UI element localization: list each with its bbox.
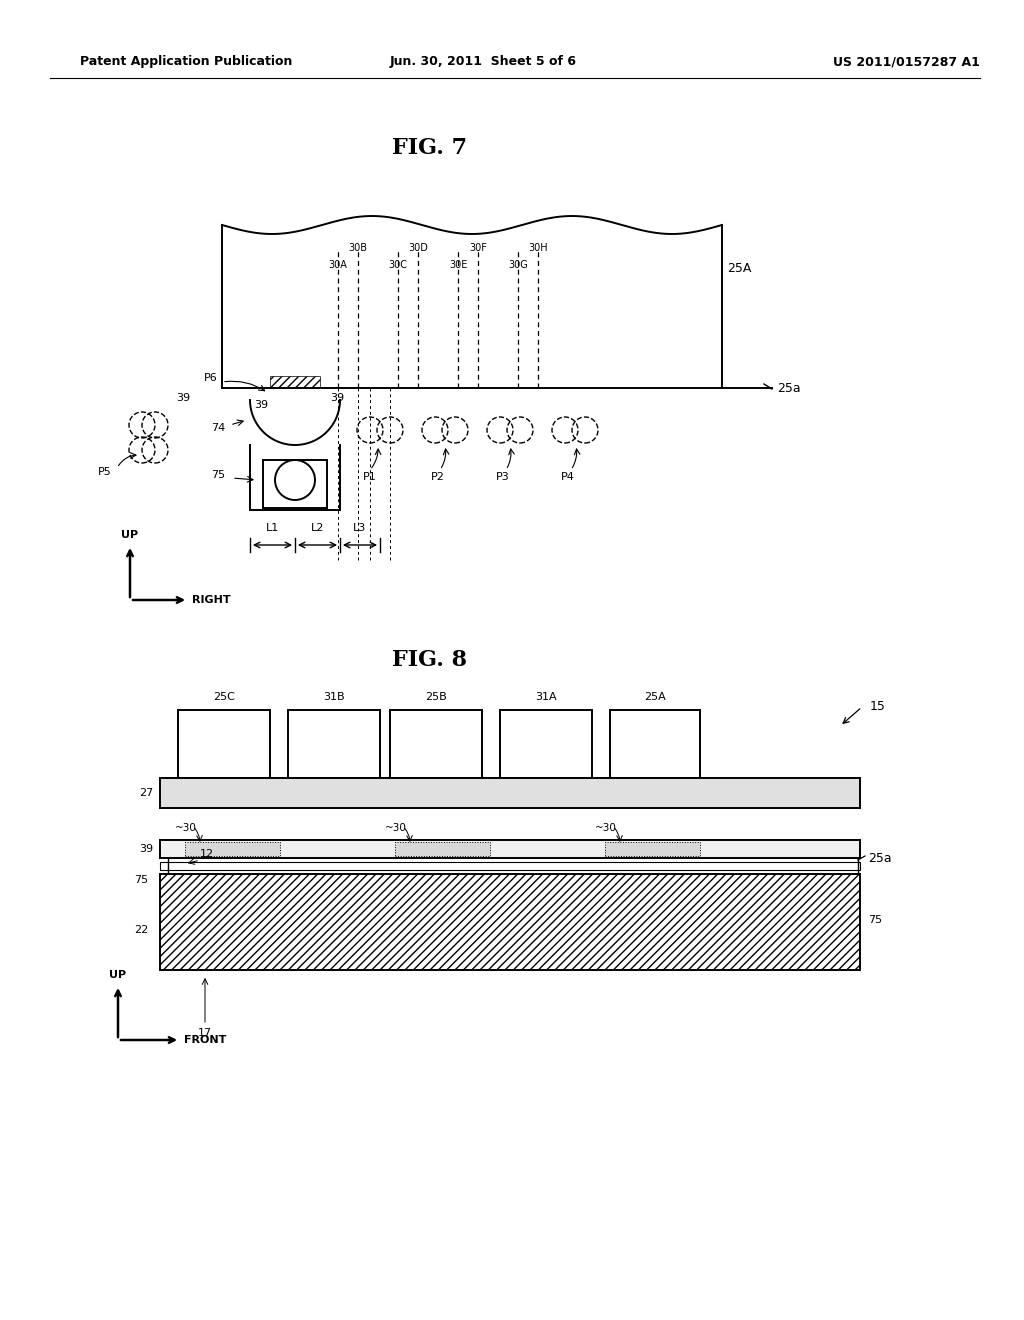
Text: 27: 27: [138, 788, 153, 799]
Text: 25A: 25A: [727, 261, 752, 275]
Text: UP: UP: [110, 970, 127, 979]
Bar: [160, 874, 860, 970]
Text: 75: 75: [868, 915, 882, 925]
Text: 25A: 25A: [644, 692, 666, 702]
Text: 75: 75: [211, 470, 225, 480]
Bar: [500, 710, 592, 777]
Text: ~30: ~30: [385, 822, 407, 833]
Text: FIG. 8: FIG. 8: [392, 649, 468, 671]
Text: 39: 39: [176, 393, 190, 403]
Bar: [160, 840, 860, 858]
Text: 25B: 25B: [425, 692, 446, 702]
Text: ~30: ~30: [595, 822, 616, 833]
Text: P4: P4: [561, 473, 574, 482]
Text: P6: P6: [204, 374, 218, 383]
Bar: [160, 862, 860, 870]
Text: 15: 15: [870, 700, 886, 713]
Text: 30H: 30H: [528, 243, 548, 253]
Bar: [185, 842, 280, 855]
Text: 17: 17: [198, 1028, 212, 1038]
Bar: [605, 842, 700, 855]
Text: 31A: 31A: [536, 692, 557, 702]
Text: 25a: 25a: [868, 851, 892, 865]
Bar: [610, 710, 700, 777]
Text: 12: 12: [200, 849, 214, 859]
Bar: [270, 376, 319, 388]
Text: 30F: 30F: [469, 243, 487, 253]
Text: 74: 74: [211, 422, 225, 433]
Text: 30D: 30D: [408, 243, 428, 253]
Text: UP: UP: [122, 531, 138, 540]
Text: 30C: 30C: [388, 260, 408, 271]
Text: RIGHT: RIGHT: [193, 595, 230, 605]
Text: FIG. 7: FIG. 7: [392, 137, 468, 158]
Text: 30B: 30B: [348, 243, 368, 253]
Text: 30G: 30G: [508, 260, 528, 271]
Text: L2: L2: [311, 523, 325, 533]
Text: L3: L3: [353, 523, 367, 533]
Bar: [263, 459, 327, 508]
Text: L1: L1: [266, 523, 280, 533]
Bar: [160, 777, 860, 808]
Text: 39: 39: [330, 393, 344, 403]
Text: Patent Application Publication: Patent Application Publication: [80, 55, 293, 69]
Bar: [288, 710, 380, 777]
Text: 75: 75: [134, 875, 148, 884]
Text: 39: 39: [254, 400, 268, 411]
Text: 25C: 25C: [213, 692, 234, 702]
Text: 22: 22: [134, 925, 148, 935]
Text: P5: P5: [98, 467, 112, 477]
Bar: [395, 842, 490, 855]
Text: 30A: 30A: [329, 260, 347, 271]
Text: ~30: ~30: [175, 822, 197, 833]
Bar: [178, 710, 270, 777]
Text: Jun. 30, 2011  Sheet 5 of 6: Jun. 30, 2011 Sheet 5 of 6: [390, 55, 577, 69]
Text: P2: P2: [431, 473, 445, 482]
Text: P1: P1: [364, 473, 377, 482]
Text: 30E: 30E: [449, 260, 467, 271]
Bar: [390, 710, 482, 777]
Text: US 2011/0157287 A1: US 2011/0157287 A1: [834, 55, 980, 69]
Text: FRONT: FRONT: [184, 1035, 226, 1045]
Text: P3: P3: [496, 473, 510, 482]
Text: 39: 39: [139, 843, 153, 854]
Text: 31B: 31B: [324, 692, 345, 702]
Text: 25a: 25a: [777, 381, 801, 395]
